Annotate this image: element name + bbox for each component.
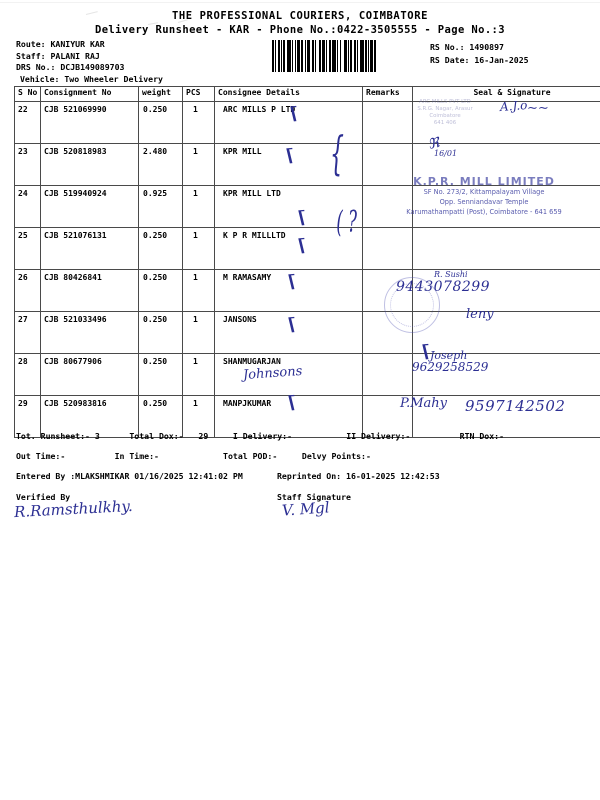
- cell-consignment-no: CJB 521069990: [40, 101, 139, 144]
- cell-sno: 22: [14, 101, 41, 144]
- col-consignee: Consignee Details: [214, 86, 363, 102]
- col-weight: weight: [138, 86, 183, 102]
- cell-weight: 0.250: [138, 101, 183, 144]
- cell-sno: 24: [14, 185, 41, 228]
- cell-consignee: ARC MILLS P LTD: [214, 101, 363, 144]
- cell-sno: 25: [14, 227, 41, 270]
- consignment-table: S No Consignment No weight PCS Consignee…: [14, 86, 600, 438]
- scan-artifact: [0, 2, 600, 3]
- cell-pcs: 1: [182, 185, 215, 228]
- col-remarks: Remarks: [362, 86, 413, 102]
- cell-seal-signature: [412, 101, 600, 144]
- staff-signature-label: Staff Signature: [277, 492, 351, 502]
- cell-seal-signature: [412, 353, 600, 396]
- cell-seal-signature: [412, 269, 600, 312]
- cell-sno: 23: [14, 143, 41, 186]
- staff-signature: V. Mgl: [281, 498, 331, 520]
- cell-sno: 29: [14, 395, 41, 438]
- cell-pcs: 1: [182, 269, 215, 312]
- cell-sno: 28: [14, 353, 41, 396]
- cell-remarks: [362, 353, 413, 396]
- cell-consignee: MANPJKUMAR: [214, 395, 363, 438]
- page-subtitle: Delivery Runsheet - KAR - Phone No.:0422…: [94, 24, 505, 36]
- cell-weight: 0.250: [138, 269, 183, 312]
- cell-remarks: [362, 227, 413, 270]
- cell-consignment-no: CJB 80426841: [40, 269, 139, 312]
- cell-consignment-no: CJB 80677906: [40, 353, 139, 396]
- cell-consignee: JANSONS: [214, 311, 363, 354]
- cell-remarks: [362, 395, 413, 438]
- cell-weight: 2.480: [138, 143, 183, 186]
- route-label: Route: KANIYUR KAR: [16, 39, 105, 49]
- cell-consignment-no: CJB 521076131: [40, 227, 139, 270]
- footer-totals-line: Tot. Runsheet:- 3 Total Dox:- 29 I Deliv…: [16, 431, 504, 441]
- cell-consignee: K P R MILLLTD: [214, 227, 363, 270]
- cell-sno: 26: [14, 269, 41, 312]
- drs-label: DRS No.: DCJB149089703: [16, 62, 125, 73]
- cell-pcs: 1: [182, 227, 215, 270]
- rs-no-label: RS No.: 1490897: [430, 42, 504, 52]
- cell-seal-signature: [412, 311, 600, 354]
- table-row: 24 CJB 519940924 0.925 1 KPR MILL LTD: [14, 185, 600, 228]
- table-row: 23 CJB 520818983 2.480 1 KPR MILL: [14, 143, 600, 186]
- verified-by-label: Verified By: [16, 492, 71, 502]
- header-meta-right: RS No.: 1490897 RS Date: 16-Jan-2025: [430, 41, 529, 66]
- cell-consignee: KPR MILL: [214, 143, 363, 186]
- cell-consignment-no: CJB 520818983: [40, 143, 139, 186]
- col-consignment-no: Consignment No: [40, 86, 139, 102]
- cell-consignment-no: CJB 519940924: [40, 185, 139, 228]
- table-row: 25 CJB 521076131 0.250 1 K P R MILLLTD: [14, 227, 600, 270]
- barcode-icon: [272, 40, 376, 72]
- footer-times-line: Out Time:- In Time:- Total POD:- Delvy P…: [16, 451, 371, 461]
- cell-consignment-no: CJB 521033496: [40, 311, 139, 354]
- cell-pcs: 1: [182, 395, 215, 438]
- cell-remarks: [362, 185, 413, 228]
- cell-weight: 0.250: [138, 395, 183, 438]
- cell-sno: 27: [14, 311, 41, 354]
- stamp-kpr-mill: K.P.R. MILL LIMITED SF No. 273/2, Kittam…: [406, 175, 562, 216]
- cell-weight: 0.925: [138, 185, 183, 228]
- cell-weight: 0.250: [138, 227, 183, 270]
- table-row: 22 CJB 521069990 0.250 1 ARC MILLS P LTD: [14, 101, 600, 144]
- header-meta-left: Route: KANIYUR KAR Staff: PALANI RAJ DRS…: [16, 39, 163, 85]
- reprinted-on-label: Reprinted On: 16-01-2025 12:42:53: [277, 471, 440, 481]
- table-row: 28 CJB 80677906 0.250 1 SHANMUGARJAN: [14, 353, 600, 396]
- cell-consignee: KPR MILL LTD: [214, 185, 363, 228]
- cell-seal-signature: [412, 227, 600, 270]
- table-row: 27 CJB 521033496 0.250 1 JANSONS: [14, 311, 600, 354]
- col-sno: S No: [14, 86, 41, 102]
- page-title: THE PROFESSIONAL COURIERS, COIMBATORE: [171, 10, 429, 22]
- cell-pcs: 1: [182, 101, 215, 144]
- cell-pcs: 1: [182, 353, 215, 396]
- rs-date-label: RS Date: 16-Jan-2025: [430, 54, 529, 65]
- cell-pcs: 1: [182, 143, 215, 186]
- cell-weight: 0.250: [138, 353, 183, 396]
- vehicle-label: Vehicle: Two Wheeler Delivery: [20, 73, 163, 84]
- cell-pcs: 1: [182, 311, 215, 354]
- cell-weight: 0.250: [138, 311, 183, 354]
- cell-seal-signature: [412, 395, 600, 438]
- table-row: 26 CJB 80426841 0.250 1 M RAMASAMY: [14, 269, 600, 312]
- round-stamp-row26: [384, 277, 440, 333]
- table-header-row: S No Consignment No weight PCS Consignee…: [14, 86, 600, 102]
- cell-seal-signature: [412, 185, 600, 228]
- staff-label: Staff: PALANI RAJ: [16, 50, 100, 61]
- col-seal-signature: Seal & Signature: [412, 86, 600, 102]
- cell-seal-signature: [412, 143, 600, 186]
- cell-consignee: SHANMUGARJAN: [214, 353, 363, 396]
- stamp-arc-mills: ARC MILLS PVT LTD S.R.G. Nagar, Arasur C…: [417, 99, 473, 126]
- entered-by-label: Entered By :MLAKSHMIKAR 01/16/2025 12:41…: [16, 471, 243, 481]
- table-row: 29 CJB 520983816 0.250 1 MANPJKUMAR: [14, 395, 600, 438]
- col-pcs: PCS: [182, 86, 215, 102]
